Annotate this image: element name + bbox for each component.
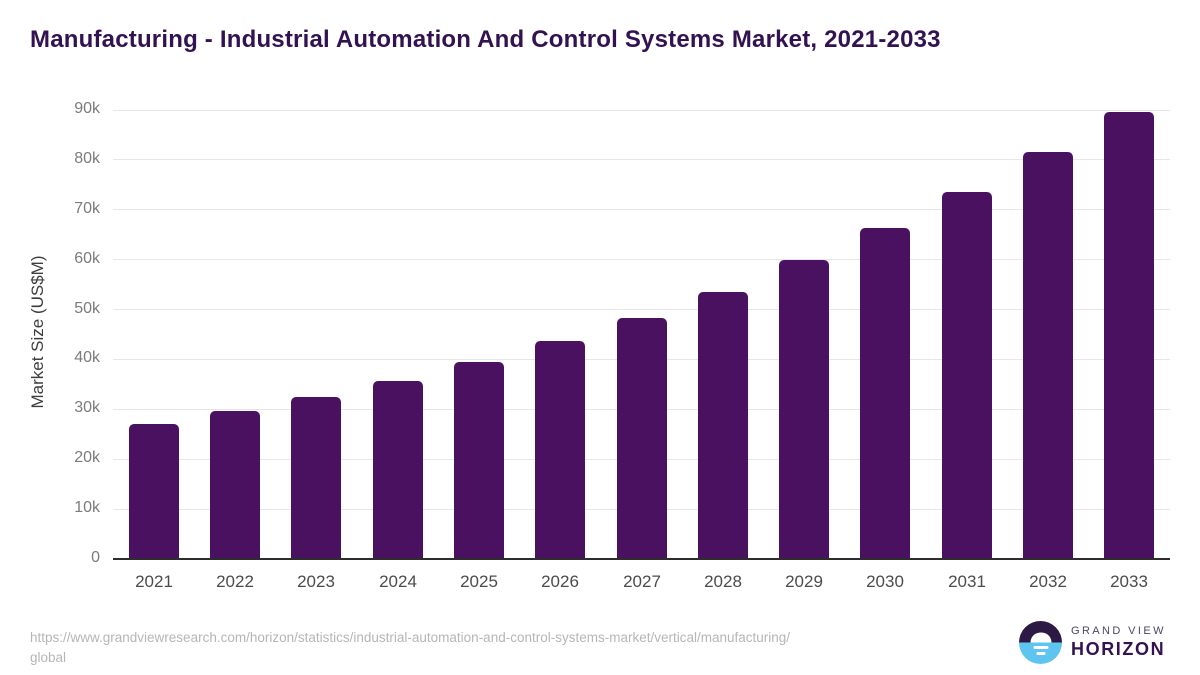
bar-2022[interactable] [210,411,260,559]
bar-2023[interactable] [291,397,341,559]
bar-2024[interactable] [373,381,423,559]
x-axis-line [113,558,1170,560]
bar-2032[interactable] [1023,152,1073,559]
source-url-line2: global [30,650,67,665]
gridline [113,109,1170,111]
sunrise-horizon-icon [1019,621,1062,664]
x-tick-label: 2033 [1110,572,1148,591]
y-tick-label: 70k [74,199,100,217]
y-tick-label: 90k [74,100,100,117]
bar-2026[interactable] [535,341,585,559]
x-tick-label: 2025 [460,572,498,591]
y-tick-label: 20k [74,449,100,467]
x-tick-label: 2024 [379,572,417,591]
bar-2030[interactable] [860,228,910,559]
bar-2029[interactable] [779,260,829,559]
x-tick-label: 2028 [704,572,742,591]
bar-2031[interactable] [942,192,992,559]
y-tick-label: 60k [74,249,100,267]
plot-area [113,109,1170,559]
logo-product-name: HORIZON [1071,639,1166,659]
x-tick-label: 2031 [948,572,986,591]
y-tick-label: 30k [74,399,100,417]
x-tick-label: 2032 [1029,572,1067,591]
y-tick-label: 10k [74,499,100,517]
bar-2027[interactable] [617,318,667,559]
y-tick-label: 40k [74,349,100,367]
sun-glyph [1030,632,1051,643]
source-url-line1: https://www.grandviewresearch.com/horizo… [30,630,791,645]
reflection-line [1033,646,1048,649]
y-tick-label: 50k [74,299,100,317]
x-tick-label: 2030 [866,572,904,591]
logo-brand-name: GRAND VIEW [1071,625,1166,637]
y-tick-label: 80k [74,149,100,167]
gridline [113,259,1170,261]
y-tick-label: 0 [91,549,100,566]
x-tick-label: 2026 [541,572,579,591]
gridline [113,159,1170,161]
gridline [113,209,1170,211]
grand-view-horizon-logo: GRAND VIEW HORIZON [1019,621,1166,664]
x-tick-label: 2022 [216,572,254,591]
chart-title: Manufacturing - Industrial Automation An… [30,26,941,53]
logo-text: GRAND VIEW HORIZON [1071,625,1166,660]
source-url: https://www.grandviewresearch.com/horizo… [30,628,960,668]
bar-2021[interactable] [129,424,179,559]
x-tick-label: 2023 [297,572,335,591]
x-tick-label: 2021 [135,572,173,591]
x-tick-label: 2027 [623,572,661,591]
x-tick-label: 2029 [785,572,823,591]
gridline [113,309,1170,311]
bar-2025[interactable] [454,362,504,559]
bar-2028[interactable] [698,292,748,559]
reflection-line [1036,652,1045,655]
bar-2033[interactable] [1104,112,1154,559]
